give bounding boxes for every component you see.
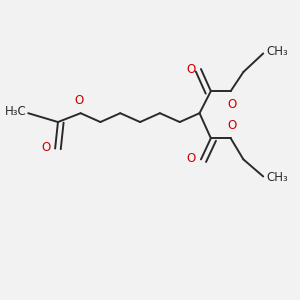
Text: CH₃: CH₃ [266, 172, 288, 184]
Text: O: O [187, 63, 196, 76]
Text: H₃C: H₃C [5, 105, 27, 118]
Text: O: O [42, 141, 51, 154]
Text: O: O [227, 119, 237, 132]
Text: O: O [227, 98, 237, 111]
Text: O: O [75, 94, 84, 107]
Text: O: O [187, 152, 196, 165]
Text: CH₃: CH₃ [266, 45, 288, 58]
